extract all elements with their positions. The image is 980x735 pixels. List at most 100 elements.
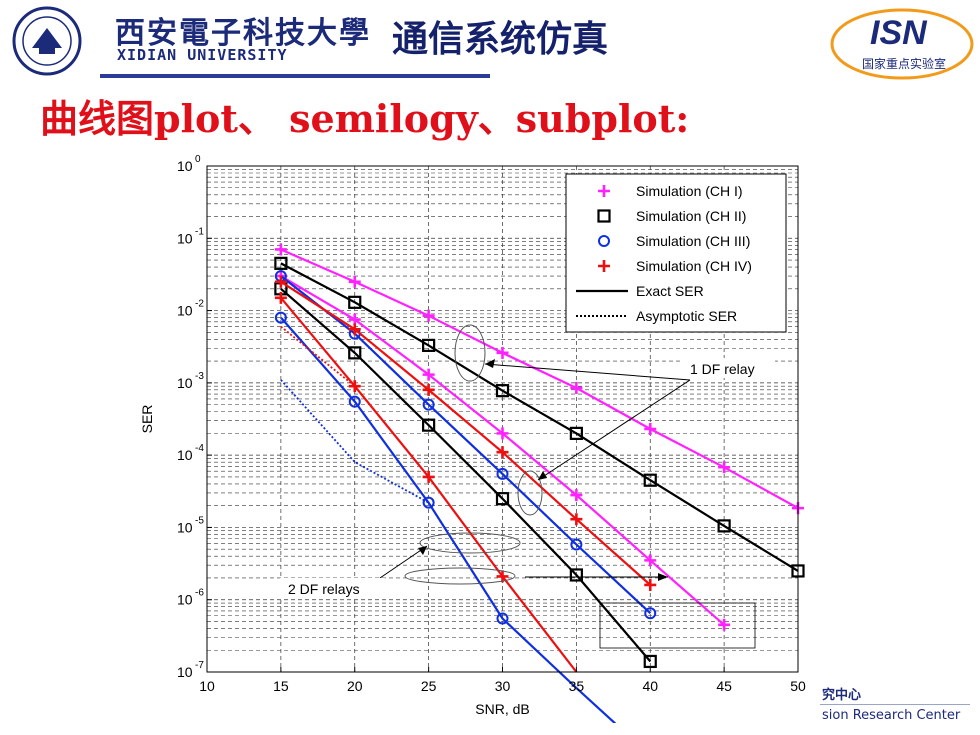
simulation-marker-0-1 (348, 275, 361, 288)
university-name-en: XIDIAN UNIVERSITY (117, 46, 288, 64)
exact-ser-line-0 (280, 248, 799, 510)
simulation-marker-0-5 (644, 422, 657, 435)
simulation-marker-4-1 (348, 395, 361, 408)
simulation-marker-5-4 (570, 538, 583, 551)
x-axis-label: SNR, dB (475, 701, 529, 717)
simulation-marker-7-0 (274, 275, 287, 288)
simulation-marker-3-3 (495, 492, 510, 506)
simulation-marker-3-1 (348, 346, 362, 360)
legend-label-4: Exact SER (636, 283, 704, 299)
simulation-marker-2-4 (570, 489, 583, 502)
x-tick-label: 20 (347, 678, 363, 694)
exact-ser-line-3 (280, 287, 652, 663)
annotation-arrowhead (485, 359, 495, 368)
exact-ser-line-5 (280, 275, 652, 615)
simulation-marker-1-3 (495, 384, 510, 398)
y-tick-exponent: -6 (195, 588, 204, 599)
footer-rule (820, 704, 970, 705)
simulation-marker-1-4 (569, 426, 583, 440)
annotation-label-bg (280, 578, 385, 598)
annotation-arrowhead (418, 546, 427, 555)
exact-ser-line-1 (280, 262, 799, 572)
simulation-marker-0-3 (496, 346, 509, 359)
y-tick-label: 10 (177, 592, 193, 608)
y-tick-label: 10 (177, 447, 193, 463)
simulation-marker-3-4 (569, 568, 583, 582)
simulation-marker-1-0 (274, 256, 288, 270)
y-tick-label: 10 (177, 303, 193, 319)
y-axis-label: SER (139, 405, 155, 434)
simulation-marker-2-2 (422, 368, 435, 381)
simulation-marker-1-5 (643, 473, 657, 487)
y-tick-label: 10 (177, 519, 193, 535)
y-tick-exponent: -5 (195, 515, 204, 526)
simulation-marker-1-1 (348, 295, 362, 309)
x-tick-label: 15 (273, 678, 289, 694)
legend-label-1: Simulation (CH II) (636, 208, 746, 224)
annotation-arrow (537, 379, 691, 481)
legend-marker-2 (598, 235, 610, 247)
simulation-marker-1-6 (717, 519, 731, 533)
annotation-2-df-relays: 2 DF relays (288, 581, 360, 597)
legend-box (565, 173, 787, 333)
simulation-marker-7-2 (422, 383, 435, 396)
y-tick-exponent: 0 (195, 154, 201, 165)
annotation-box (599, 602, 756, 649)
annotation-arrow (484, 363, 691, 381)
x-tick-label: 10 (199, 678, 215, 694)
simulation-marker-0-6 (718, 461, 731, 474)
x-tick-label: 50 (790, 678, 806, 694)
simulation-marker-6-3 (496, 570, 509, 583)
annotation-ellipse (517, 470, 543, 516)
annotation-ellipse (419, 532, 521, 554)
simulation-marker-0-2 (422, 309, 435, 322)
simulation-marker-6-0 (274, 291, 287, 304)
course-title: 通信系统仿真 (392, 19, 609, 60)
exact-ser-line-4 (280, 316, 617, 723)
simulation-marker-4-0 (274, 311, 287, 324)
legend-marker-0 (598, 185, 610, 197)
x-tick-label: 30 (495, 678, 511, 694)
legend-marker-1 (597, 209, 611, 223)
asymptotic-ser-line-4 (280, 379, 617, 723)
annotation-arrowhead (658, 573, 668, 581)
footer-center-name-en: sion Research Center (822, 708, 961, 723)
simulation-marker-0-4 (570, 381, 583, 394)
x-tick-label: 40 (642, 678, 658, 694)
x-tick-label: 45 (716, 678, 732, 694)
isn-lab-subtitle: 国家重点实验室 (862, 57, 947, 71)
y-tick-exponent: -1 (195, 226, 204, 237)
y-tick-label: 10 (177, 664, 193, 680)
simulation-marker-6-1 (348, 380, 361, 393)
simulation-marker-3-2 (422, 418, 436, 432)
simulation-marker-7-5 (644, 578, 657, 591)
annotation-ellipse (404, 567, 516, 585)
isn-logo-text: ISN (870, 14, 928, 52)
x-tick-label: 25 (421, 678, 437, 694)
annotation-label-bg (680, 358, 775, 378)
simulation-marker-2-6 (718, 618, 731, 631)
annotation-ellipse (454, 324, 486, 382)
y-tick-label: 10 (177, 230, 193, 246)
simulation-marker-7-4 (570, 513, 583, 526)
simulation-marker-7-1 (348, 323, 361, 336)
simulation-marker-7-3 (496, 446, 509, 459)
legend-label-0: Simulation (CH I) (636, 183, 743, 199)
simulation-marker-3-5 (643, 654, 657, 669)
simulation-marker-6-2 (422, 470, 435, 483)
simulation-marker-5-3 (496, 467, 509, 480)
y-tick-label: 10 (177, 375, 193, 391)
simulation-marker-4-2 (422, 496, 435, 509)
simulation-marker-5-5 (644, 607, 657, 620)
header-divider (100, 74, 490, 78)
y-tick-exponent: -2 (195, 299, 204, 310)
footer-center-name-cn: 究中心 (822, 688, 862, 703)
y-tick-label: 10 (177, 158, 193, 174)
isn-lab-logo: ISN (830, 8, 974, 80)
simulation-marker-4-3 (496, 612, 509, 625)
slide-heading: 曲线图plot、 semilogy、subplot: (40, 96, 690, 141)
simulation-marker-1-2 (422, 338, 436, 352)
simulation-marker-2-5 (644, 554, 657, 567)
y-tick-exponent: -3 (195, 371, 204, 382)
annotation-1-df-relay: 1 DF relay (690, 361, 755, 377)
